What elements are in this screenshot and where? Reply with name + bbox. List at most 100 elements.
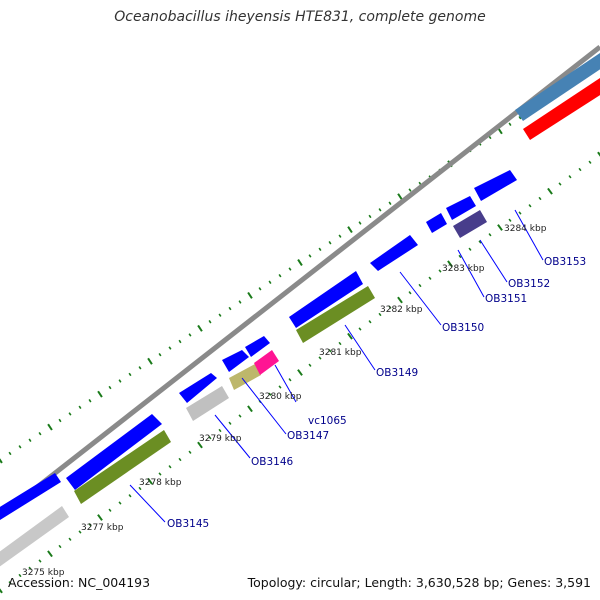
scale-tick <box>208 320 212 324</box>
scale-tick <box>97 514 103 521</box>
gene-grey[interactable] <box>186 386 229 421</box>
scale-tick <box>68 537 72 541</box>
gene-arrow[interactable] <box>245 336 270 357</box>
scale-tick <box>338 234 342 238</box>
gene-label[interactable]: OB3150 <box>442 322 484 334</box>
scale-tick <box>188 450 192 454</box>
feature-steelblue[interactable] <box>515 53 600 121</box>
scale-tick <box>168 346 172 350</box>
scale-tick <box>488 233 492 237</box>
gene-label[interactable]: vc1065 <box>308 415 347 427</box>
scale-tick <box>368 320 372 324</box>
scale-tick <box>378 312 382 317</box>
kbp-label: 3281 kbp <box>319 348 362 358</box>
scale-tick <box>168 465 172 469</box>
gene-label[interactable]: OB3145 <box>167 518 209 530</box>
gene-labels: OB3145 OB3146 OB3147 vc1065 OB3149 OB315… <box>167 256 586 530</box>
scale-tick <box>178 457 182 462</box>
scale-tick <box>447 260 453 268</box>
scale-tick <box>8 581 12 585</box>
scale-tick <box>38 559 42 563</box>
scale-tick <box>38 431 42 436</box>
scale-tick <box>208 436 212 440</box>
gene-arrow[interactable] <box>222 350 249 372</box>
scale-tick <box>547 187 553 195</box>
scale-tick <box>8 451 12 456</box>
scale-tick <box>58 418 62 423</box>
kbp-label: 3283 kbp <box>442 264 485 274</box>
scale-tick <box>238 414 242 418</box>
gene-arrow[interactable] <box>66 414 162 490</box>
genome-summary-text: Topology: circular; Length: 3,630,528 bp… <box>247 575 591 590</box>
scale-tick <box>347 332 353 340</box>
scale-tick <box>88 523 92 527</box>
scale-tick <box>318 247 322 252</box>
gene-label[interactable]: OB3146 <box>251 456 294 468</box>
gene-arrow[interactable] <box>446 196 476 220</box>
scale-tick <box>158 472 162 476</box>
gene-green[interactable] <box>296 286 375 343</box>
scale-tick <box>328 241 332 245</box>
gene-arrow[interactable] <box>370 235 418 271</box>
scale-tick <box>388 201 392 205</box>
gene-label[interactable]: OB3149 <box>376 367 418 379</box>
kbp-label: 3284 kbp <box>504 224 547 234</box>
scale-tick <box>28 438 32 442</box>
scale-tick <box>308 363 312 367</box>
scale-tick <box>218 313 222 317</box>
gene-label[interactable]: OB3151 <box>485 293 527 305</box>
gene-pink[interactable] <box>254 350 279 375</box>
gene-arrow[interactable] <box>426 213 447 233</box>
scale-tick <box>358 221 362 225</box>
scale-tick <box>558 182 562 186</box>
gene-label[interactable]: OB3147 <box>287 430 329 442</box>
gene-label[interactable]: OB3153 <box>544 256 586 268</box>
feature-red[interactable] <box>523 78 600 140</box>
scale-tick <box>68 412 72 416</box>
scale-tick <box>338 341 342 346</box>
gene-green[interactable] <box>74 430 171 504</box>
scale-tick <box>18 573 22 578</box>
scale-tick <box>308 254 312 258</box>
scale-tick <box>228 421 232 425</box>
scale-tick <box>388 305 392 309</box>
scale-tick <box>418 283 422 288</box>
gene-arrow[interactable] <box>179 373 217 403</box>
scale-tick <box>508 218 512 222</box>
scale-tick <box>128 372 132 377</box>
map-title: Oceanobacillus iheyensis HTE831, complet… <box>114 9 486 25</box>
scale-tick <box>397 193 403 201</box>
scale-tick <box>518 211 522 215</box>
gene-arrow[interactable] <box>474 170 517 201</box>
scale-tick <box>588 160 592 164</box>
gene-arrow[interactable] <box>289 271 363 328</box>
genome-backbone <box>0 45 600 520</box>
scale-tick <box>247 291 253 299</box>
scale-tick <box>108 385 112 390</box>
gene-label[interactable]: OB3152 <box>508 278 550 290</box>
scale-tick <box>478 240 482 244</box>
scale-tick <box>597 151 600 157</box>
scale-tick <box>397 296 403 304</box>
scale-tick <box>97 390 103 398</box>
scale-tick <box>428 276 432 280</box>
scale-tick <box>538 196 542 201</box>
scale-tick <box>328 349 332 353</box>
scale-tick <box>438 269 442 273</box>
gene-grey[interactable] <box>0 506 69 570</box>
scale-tick <box>347 226 353 234</box>
scale-tick <box>47 423 53 431</box>
scale-tick <box>468 247 472 251</box>
kbp-labels: 3275 kbp 3277 kbp 3278 kbp 3279 kbp 3280… <box>22 224 547 578</box>
scale-tick <box>18 445 22 449</box>
gene-dark-slate[interactable] <box>453 210 487 238</box>
scale-tick <box>368 214 372 219</box>
scale-tick <box>297 369 303 376</box>
gene-khaki[interactable] <box>229 364 261 390</box>
scale-tick <box>408 188 412 192</box>
scale-tick <box>247 405 253 413</box>
gene-arrow[interactable] <box>0 473 61 520</box>
scale-tick <box>278 273 282 278</box>
kbp-label: 3280 kbp <box>259 392 302 402</box>
